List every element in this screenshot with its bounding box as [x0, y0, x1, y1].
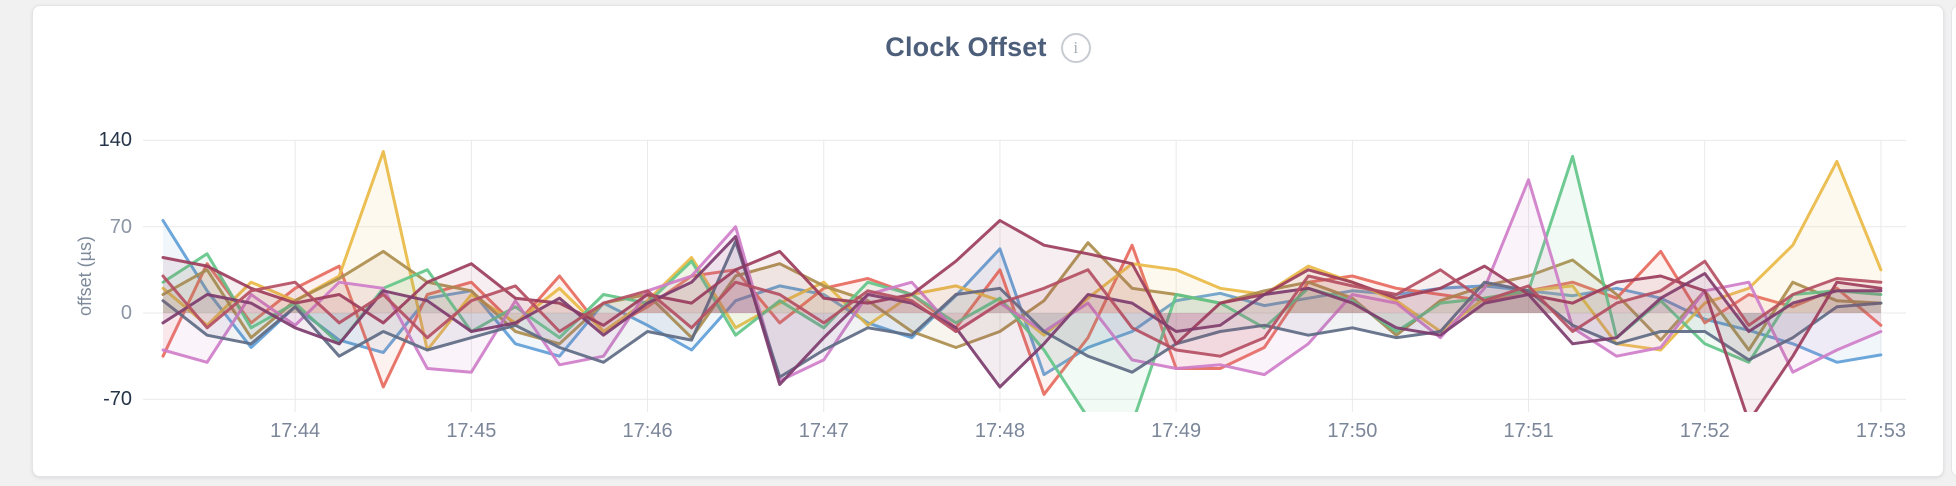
y-tick-label: 70: [109, 215, 132, 238]
series-line-salmon: [161, 243, 1883, 396]
series-area-crimson: [163, 261, 1881, 357]
x-tick-label: 17:48: [974, 420, 1025, 442]
series-area-mint: [163, 156, 1881, 412]
series-group: [161, 150, 1883, 412]
series-area-slate: [163, 241, 1881, 378]
series-line-slate: [161, 240, 1883, 379]
series-area-plum: [163, 236, 1881, 387]
x-tick-label: 17:44: [270, 420, 321, 442]
chart-header: Clock Offset i: [33, 32, 1943, 63]
x-tick-label: 17:47: [798, 420, 849, 442]
series-area-maroon: [163, 220, 1881, 412]
series-area-orchid: [163, 179, 1881, 381]
x-tick-label: 17:50: [1327, 420, 1378, 442]
series-line-maroon: [161, 219, 1883, 412]
chart-title: Clock Offset: [885, 32, 1047, 62]
x-tick-label: 17:45: [446, 420, 497, 442]
series-line-crimson: [161, 259, 1883, 358]
x-tick-label: 17:52: [1679, 420, 1730, 442]
x-tick-label: 17:53: [1855, 420, 1906, 442]
x-tick-label: 17:49: [1151, 420, 1202, 442]
info-icon[interactable]: i: [1060, 32, 1091, 63]
series-line-mint: [161, 154, 1883, 412]
x-tick-label: 17:46: [622, 420, 673, 442]
series-line-plum: [161, 235, 1883, 389]
x-tick-label: 17:51: [1503, 420, 1554, 442]
y-tick-label: 140: [98, 129, 132, 152]
y-tick-label: -70: [103, 388, 132, 411]
y-tick-label: 0: [120, 302, 132, 324]
